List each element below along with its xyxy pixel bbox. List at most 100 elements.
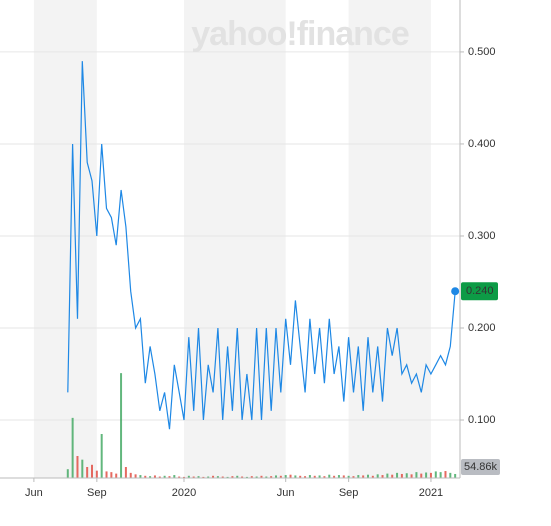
volume-bar bbox=[120, 373, 123, 478]
volume-bar bbox=[129, 472, 132, 478]
x-tick-label: Jun bbox=[277, 487, 295, 499]
volume-bar bbox=[318, 475, 321, 478]
volume-bar bbox=[410, 474, 413, 478]
volume-bar bbox=[405, 473, 408, 478]
volume-bar bbox=[158, 476, 161, 478]
volume-bar bbox=[255, 476, 258, 478]
volume-bar bbox=[420, 473, 423, 478]
volume-bar bbox=[270, 476, 273, 478]
volume-bar bbox=[294, 475, 297, 478]
volume-bar bbox=[110, 472, 113, 478]
volume-bar bbox=[202, 476, 205, 478]
volume-bar bbox=[250, 476, 253, 478]
volume-bar bbox=[226, 476, 229, 478]
volume-bar bbox=[386, 473, 389, 478]
volume-bar bbox=[231, 476, 234, 478]
volume-bar bbox=[178, 476, 181, 478]
volume-bar bbox=[105, 471, 108, 478]
y-tick-label: 0.100 bbox=[468, 414, 496, 426]
volume-bar bbox=[236, 475, 239, 478]
x-tick-label: 2020 bbox=[172, 487, 196, 499]
volume-bar bbox=[396, 472, 399, 478]
volume-bar bbox=[425, 472, 428, 478]
volume-bar bbox=[95, 470, 98, 478]
volume-bar bbox=[216, 476, 219, 478]
volume-bar bbox=[86, 467, 89, 478]
volume-bar bbox=[91, 464, 93, 478]
period-shade bbox=[348, 0, 431, 478]
plot bbox=[67, 61, 460, 430]
volume-bar bbox=[66, 469, 69, 478]
volume-bar bbox=[449, 472, 452, 478]
grid bbox=[0, 51, 460, 421]
volume-bar bbox=[153, 475, 156, 478]
volume-bar bbox=[429, 472, 432, 478]
volume-bar bbox=[187, 475, 190, 478]
volume-tag-label: 54.86k bbox=[464, 461, 498, 473]
y-tick-label: 0.400 bbox=[468, 138, 496, 150]
price-tag-label: 0.240 bbox=[466, 285, 494, 297]
volume-bar bbox=[197, 476, 200, 478]
x-tick-label: Sep bbox=[87, 487, 107, 499]
volume-bar bbox=[362, 475, 365, 478]
x-tick-label: Sep bbox=[339, 487, 359, 499]
volume-bar bbox=[212, 475, 215, 478]
volume-bar bbox=[71, 417, 74, 478]
volume-bar bbox=[367, 474, 369, 478]
volume-bars bbox=[66, 373, 457, 478]
volume-bar bbox=[391, 474, 394, 478]
x-tick-label: Jun bbox=[25, 487, 43, 499]
period-shade bbox=[184, 0, 286, 478]
volume-bar bbox=[207, 476, 210, 478]
volume-bar bbox=[149, 476, 152, 478]
volume-bar bbox=[454, 473, 457, 478]
volume-bar bbox=[347, 475, 350, 478]
volume-bar bbox=[381, 475, 384, 478]
volume-bar bbox=[444, 471, 447, 478]
price-tag bbox=[461, 282, 498, 301]
volume-bar bbox=[357, 475, 360, 478]
volume-bar bbox=[434, 471, 437, 478]
volume-bar bbox=[304, 476, 307, 478]
volume-bar bbox=[337, 475, 340, 478]
volume-bar bbox=[134, 474, 137, 478]
volume-bar bbox=[265, 476, 268, 478]
volume-bar bbox=[100, 434, 103, 478]
volume-bar bbox=[289, 474, 292, 478]
volume-bar bbox=[308, 475, 311, 478]
volume-bar bbox=[333, 475, 336, 478]
volume-bar bbox=[275, 475, 277, 478]
volume-bar bbox=[299, 475, 302, 478]
volume-bar bbox=[221, 476, 224, 478]
volume-bar bbox=[313, 475, 316, 478]
volume-bar bbox=[352, 476, 355, 478]
volume-bar bbox=[342, 475, 345, 478]
last-point bbox=[451, 287, 460, 296]
volume-bar bbox=[115, 473, 118, 478]
volume-tag bbox=[461, 458, 500, 475]
volume-bar bbox=[376, 474, 379, 478]
volume-bar bbox=[328, 474, 331, 478]
shading bbox=[33, 0, 431, 478]
volume-bar bbox=[241, 476, 244, 478]
volume-bar bbox=[371, 475, 374, 478]
volume-bar bbox=[163, 475, 166, 478]
y-tick-label: 0.200 bbox=[468, 322, 496, 334]
y-tick-label: 0.500 bbox=[468, 46, 496, 58]
volume-bar bbox=[76, 456, 79, 478]
volume-bar bbox=[400, 473, 403, 478]
volume-bar bbox=[81, 459, 84, 478]
y-tick-label: 0.300 bbox=[468, 230, 496, 242]
volume-bar bbox=[183, 476, 185, 478]
price-line bbox=[67, 61, 456, 430]
volume-bar bbox=[173, 475, 176, 478]
volume-bar bbox=[139, 475, 142, 478]
volume-bar bbox=[439, 472, 442, 478]
volume-bar bbox=[192, 476, 195, 478]
volume-bar bbox=[284, 475, 287, 478]
volume-bar bbox=[415, 472, 418, 478]
volume-bar bbox=[124, 467, 127, 478]
volume-bar bbox=[168, 476, 171, 478]
volume-bar bbox=[279, 475, 282, 478]
